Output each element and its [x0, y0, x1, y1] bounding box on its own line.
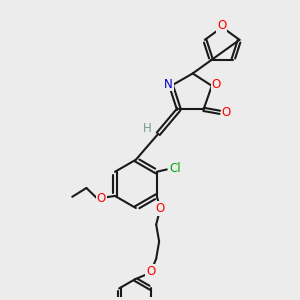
Text: O: O: [212, 77, 221, 91]
Text: Cl: Cl: [169, 162, 181, 175]
Text: H: H: [143, 122, 152, 135]
Text: N: N: [164, 77, 172, 91]
Text: O: O: [156, 202, 165, 215]
Text: O: O: [222, 106, 231, 119]
Text: O: O: [146, 265, 155, 278]
Text: O: O: [217, 19, 226, 32]
Text: O: O: [97, 192, 106, 205]
